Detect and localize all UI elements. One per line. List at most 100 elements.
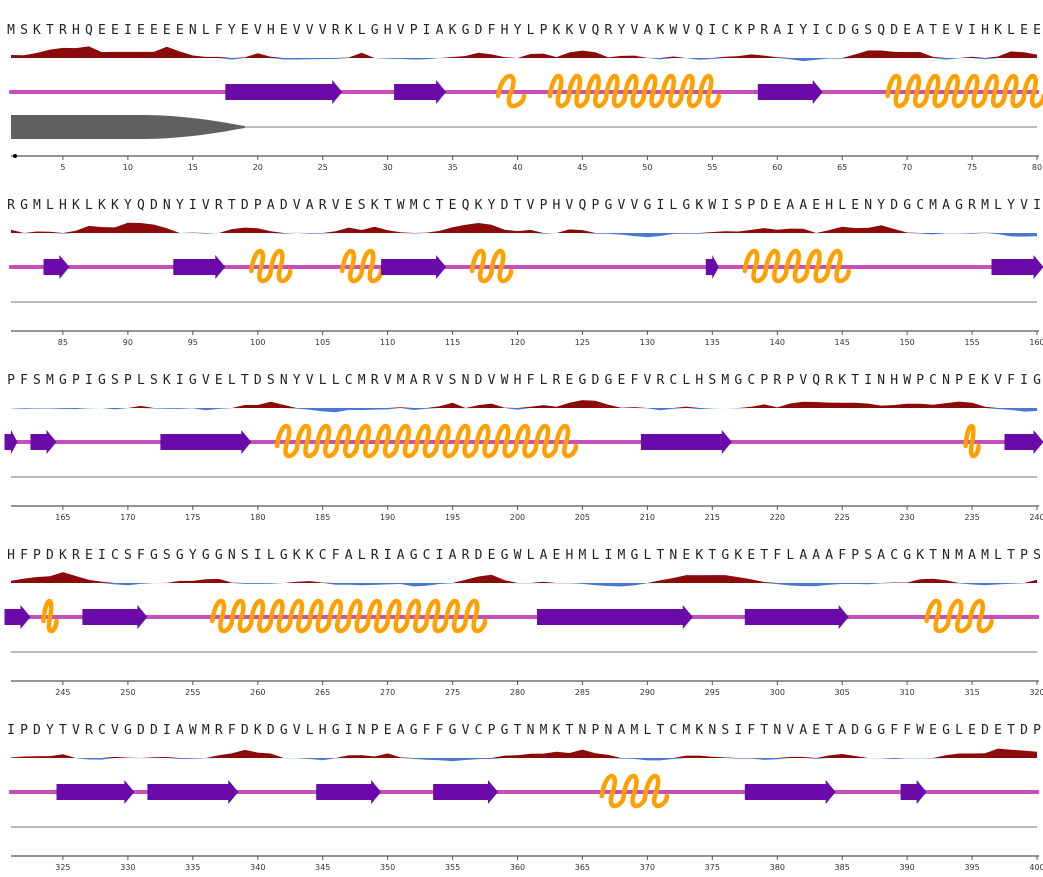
residue-letter: E <box>929 723 937 738</box>
residue-letter: S <box>124 548 132 563</box>
residue-letter: A <box>397 548 405 563</box>
residue-letter: P <box>592 198 600 213</box>
residue-letter: R <box>773 373 781 388</box>
residue-letter: M <box>630 723 638 738</box>
residue-letter: K <box>293 548 301 563</box>
residue-letter: P <box>371 723 379 738</box>
residue-letter: S <box>734 198 742 213</box>
residue-letter: I <box>864 373 872 388</box>
residue-letter: N <box>864 198 872 213</box>
ruler-tick-label: 350 <box>380 863 395 872</box>
residue-letter: M <box>682 723 690 738</box>
residue-letter: M <box>929 198 937 213</box>
residue-letter: M <box>46 373 54 388</box>
residue-letter: L <box>540 373 548 388</box>
residue-letter: Q <box>85 23 93 38</box>
residue-letter: A <box>838 723 846 738</box>
residue-letter: A <box>397 723 405 738</box>
residue-letter: G <box>332 723 340 738</box>
residue-letter: F <box>890 723 898 738</box>
residue-letter: F <box>332 548 340 563</box>
ruler-tick-label: 90 <box>123 338 133 347</box>
hydropathy-negative-profile <box>11 408 1037 413</box>
ruler-tick-label: 355 <box>445 863 460 872</box>
residue-letter: M <box>410 198 418 213</box>
residue-letter: V <box>306 23 314 38</box>
residue-letter: H <box>890 373 898 388</box>
ruler-tick-label: 155 <box>964 338 979 347</box>
residue-letter: M <box>358 373 366 388</box>
ruler-tick-label: 25 <box>318 163 328 172</box>
residue-letter: H <box>514 373 522 388</box>
residue-letter: P <box>488 723 496 738</box>
residue-letter: E <box>215 373 223 388</box>
residue-letter: I <box>384 548 392 563</box>
residue-letter: K <box>475 198 483 213</box>
residue-letter: V <box>202 373 210 388</box>
residue-letter: C <box>747 373 755 388</box>
residue-letter: A <box>942 198 950 213</box>
residue-letter: E <box>280 23 288 38</box>
residue-letter: V <box>955 23 963 38</box>
residue-letter: A <box>799 723 807 738</box>
ruler-tick-label: 265 <box>315 688 330 697</box>
residue-letter: A <box>877 548 885 563</box>
residue-letter: S <box>449 373 457 388</box>
residue-letter: H <box>7 548 15 563</box>
residue-letter: L <box>643 548 651 563</box>
residue-letter: E <box>942 23 950 38</box>
alpha-helix <box>495 73 527 109</box>
residue-letter: S <box>163 548 171 563</box>
ruler-tick-label: 260 <box>250 688 265 697</box>
residue-letter: Q <box>137 198 145 213</box>
residue-letter: T <box>514 723 522 738</box>
residue-letter: Q <box>877 23 885 38</box>
residue-letter: S <box>864 548 872 563</box>
residue-letter: L <box>994 198 1002 213</box>
residue-letter: C <box>669 373 677 388</box>
residue-letter: A <box>773 23 781 38</box>
residue-letter: L <box>358 548 366 563</box>
residue-letter: I <box>189 198 197 213</box>
residue-letter: R <box>7 198 15 213</box>
residue-letter: I <box>721 198 729 213</box>
residue-letter: E <box>137 23 145 38</box>
ruler-tick-label: 150 <box>899 338 914 347</box>
residue-letter: E <box>449 198 457 213</box>
residue-letter: C <box>721 23 729 38</box>
alpha-helix <box>274 423 579 459</box>
residue-letter: V <box>293 723 301 738</box>
residue-letter: P <box>33 548 41 563</box>
residue-letter: V <box>1020 198 1028 213</box>
residue-letter: C <box>890 548 898 563</box>
ruler-tick-label: 295 <box>705 688 720 697</box>
residue-letter: G <box>903 548 911 563</box>
residue-letter: T <box>59 723 67 738</box>
residue-letter: V <box>643 373 651 388</box>
ruler-tick-label: 200 <box>510 513 525 522</box>
residue-letter: L <box>228 373 236 388</box>
ruler-tick-label: 115 <box>445 338 460 347</box>
residue-letter: C <box>669 723 677 738</box>
hydropathy-negative-profile <box>11 758 1037 762</box>
residue-letter: T <box>436 198 444 213</box>
ruler-tick-label: 35 <box>448 163 458 172</box>
residue-letter: K <box>695 198 703 213</box>
residue-letter: P <box>20 723 28 738</box>
ruler-tick-label: 190 <box>380 513 395 522</box>
beta-strand <box>537 605 693 629</box>
residue-letter: G <box>449 723 457 738</box>
residue-letter: E <box>968 723 976 738</box>
residue-letter: D <box>760 198 768 213</box>
residue-letter: S <box>20 23 28 38</box>
disorder-region <box>11 115 245 139</box>
ruler-tick-label: 110 <box>380 338 395 347</box>
residue-letter: G <box>98 373 106 388</box>
ruler-tick-label: 210 <box>640 513 655 522</box>
residue-letter: H <box>825 198 833 213</box>
residue-letter: E <box>384 723 392 738</box>
residue-letter: F <box>137 548 145 563</box>
